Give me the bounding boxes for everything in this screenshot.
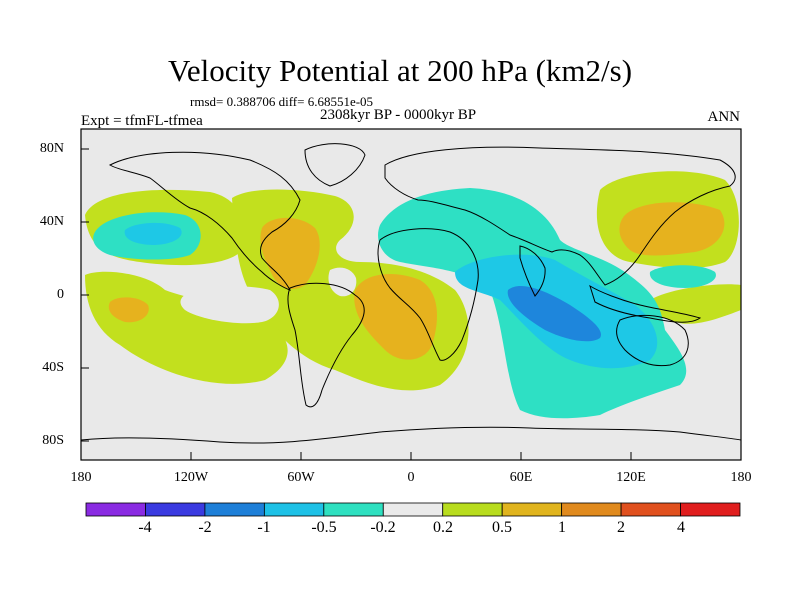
lat-label-80n: 80N [39, 141, 64, 156]
coastline-africa [377, 228, 479, 361]
coastline-southeast-asia [589, 284, 702, 323]
lon-label-120w: 120W [173, 470, 209, 485]
colorbar-label: 2 [617, 519, 625, 536]
neutral-gap-atlantic [328, 267, 357, 297]
coastline-north-america [108, 151, 301, 291]
positive-anomaly-west-pacific [649, 284, 741, 324]
lat-label-40n: 40N [39, 214, 64, 229]
colorbar-label: -0.2 [370, 519, 396, 536]
coastline-antarctica [81, 426, 741, 444]
colorbar-swatch [561, 502, 622, 517]
colorbar-label: -4 [138, 519, 152, 536]
colorbar-label: 0.5 [492, 519, 512, 536]
colorbar-swatch [85, 502, 146, 517]
lat-label-40s: 40S [42, 360, 64, 375]
coastline-india [519, 245, 546, 297]
colorbar-label: -2 [198, 519, 212, 536]
colorbar-label: 0.2 [433, 519, 453, 536]
season-label: ANN [707, 109, 741, 125]
negative-strong-core [507, 285, 601, 342]
colorbar-swatch [204, 502, 265, 517]
lon-label-60w: 60W [287, 470, 315, 485]
lon-label-0: 0 [407, 470, 415, 485]
colorbar-swatch [442, 502, 503, 517]
colorbar-label: 1 [558, 519, 566, 536]
colorbar-label: 4 [677, 519, 685, 536]
lat-label-80s: 80S [42, 433, 64, 448]
positive-core-japan [619, 202, 725, 256]
coastline-australia [616, 314, 689, 367]
coastline-greenland [304, 143, 366, 187]
coastline-south-america [287, 282, 365, 408]
period-label: 2308kyr BP - 0000kyr BP [320, 107, 477, 123]
colorbar-swatch [323, 502, 384, 517]
colorbar-swatch [145, 502, 206, 517]
colorbar-label: -0.5 [311, 519, 337, 536]
neutral-gap-tropical-pacific [180, 286, 279, 324]
lon-label-120e: 120E [616, 470, 646, 485]
map-title: Velocity Potential at 200 hPa (km2/s) [167, 53, 633, 88]
colorbar-swatch [680, 502, 741, 517]
lon-label-60e: 60E [509, 470, 533, 485]
positive-core-pacific [108, 297, 149, 323]
colorbar-label: -1 [257, 519, 271, 536]
colorbar-swatch [263, 502, 325, 517]
negative-core-north-pacific [124, 222, 182, 245]
coastlines [81, 143, 741, 444]
colorbar-swatch [382, 502, 444, 517]
colorbar [85, 502, 741, 517]
lat-ticks [81, 148, 89, 442]
negative-anomaly-west-pacific [649, 265, 716, 288]
lon-ticks [80, 452, 742, 460]
lon-label-180w: 180 [70, 470, 92, 485]
colorbar-swatch [501, 502, 563, 517]
experiment-label: Expt = tfmFL-tfmea [81, 113, 203, 129]
positive-core-south-america [354, 274, 437, 360]
lon-label-180e: 180 [730, 470, 752, 485]
coastline-eurasia [384, 146, 736, 286]
colorbar-swatch [620, 502, 681, 517]
velocity-potential-field [81, 143, 741, 444]
stats-label: rmsd= 0.388706 diff= 6.68551e-05 [190, 94, 374, 109]
lat-label-0: 0 [57, 287, 64, 302]
